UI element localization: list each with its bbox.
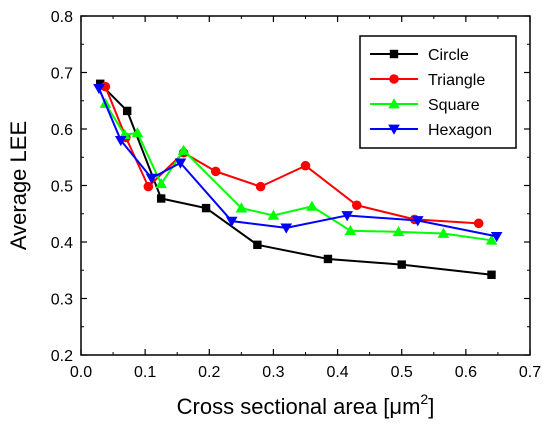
- data-point-hexagon: [145, 173, 158, 184]
- data-point-square: [485, 234, 498, 245]
- data-point-square: [392, 226, 405, 237]
- data-point-square: [131, 127, 144, 138]
- data-point-circle: [323, 254, 333, 264]
- series-line-triangle: [104, 86, 479, 225]
- legend-label-square: Square: [428, 97, 480, 114]
- x-tick-label: 0.5: [391, 364, 413, 381]
- y-tick-label: 0.7: [51, 66, 73, 83]
- data-point-square: [155, 178, 167, 189]
- y-tick-label: 0.3: [51, 292, 73, 309]
- data-point-triangle: [143, 181, 154, 192]
- legend-marker-hexagon: [388, 124, 400, 135]
- data-point-circle: [122, 106, 132, 116]
- legend-label-triangle: Triangle: [428, 72, 485, 89]
- series-hexagon: [93, 83, 503, 243]
- data-point-hexagon: [225, 216, 238, 227]
- data-point-circle: [397, 260, 406, 269]
- x-tick-label: 0.1: [134, 364, 156, 381]
- data-point-hexagon: [174, 158, 187, 169]
- data-point-square: [437, 227, 450, 238]
- data-point-triangle: [255, 181, 266, 192]
- y-tick-label: 0.4: [51, 235, 73, 252]
- legend-marker-triangle: [389, 74, 399, 84]
- y-tick-label: 0.8: [51, 9, 73, 26]
- y-tick-label: 0.2: [51, 348, 73, 365]
- legend-label-circle: Circle: [428, 47, 469, 64]
- legend-marker-circle: [389, 49, 399, 59]
- data-point-hexagon: [490, 232, 503, 243]
- data-point-triangle: [210, 166, 221, 177]
- series-layer: [93, 79, 503, 279]
- x-tick-label: 0.2: [198, 364, 220, 381]
- legend-marker-square: [388, 98, 400, 109]
- data-point-circle: [487, 270, 496, 279]
- data-point-circle: [201, 203, 211, 213]
- data-point-triangle: [300, 160, 311, 171]
- x-tick-label: 0.4: [326, 364, 348, 381]
- series-square: [99, 97, 498, 245]
- x-tick-label: 0.0: [70, 364, 92, 381]
- data-point-square: [177, 144, 190, 155]
- x-tick-label: 0.3: [262, 364, 284, 381]
- data-point-square: [306, 200, 318, 211]
- y-tick-label: 0.5: [51, 179, 73, 196]
- data-point-square: [344, 224, 357, 236]
- legend-label-hexagon: Hexagon: [428, 122, 492, 139]
- x-axis-title-sup: 2: [420, 391, 428, 407]
- x-axis-title: Cross sectional area [μm2]: [177, 391, 435, 419]
- y-tick-label: 0.6: [51, 122, 73, 139]
- legend: Circle Triangle Square Hexagon: [359, 35, 517, 149]
- data-point-hexagon: [411, 216, 424, 227]
- data-point-hexagon: [114, 135, 127, 147]
- data-point-circle: [156, 194, 166, 203]
- data-point-hexagon: [341, 211, 353, 222]
- data-point-hexagon: [280, 223, 293, 234]
- x-tick-label: 0.7: [519, 364, 541, 381]
- data-point-circle: [253, 240, 262, 250]
- y-axis-title: Average LEE: [6, 121, 31, 250]
- x-axis-title-main: Cross sectional area [μm: [177, 394, 421, 419]
- data-point-square: [235, 202, 248, 213]
- data-point-circle: [96, 79, 105, 88]
- x-axis-title-close: ]: [428, 394, 434, 419]
- data-point-square: [267, 209, 280, 220]
- data-point-triangle: [473, 218, 484, 229]
- data-point-triangle: [352, 200, 362, 211]
- data-point-hexagon: [93, 83, 105, 95]
- axes: 0.0 0.1 0.2 0.3 0.4 0.5 0.6 0.7 0.2 0.3 0.4 0.5 0.6 0…: [51, 9, 541, 381]
- x-tick-label: 0.6: [455, 364, 477, 381]
